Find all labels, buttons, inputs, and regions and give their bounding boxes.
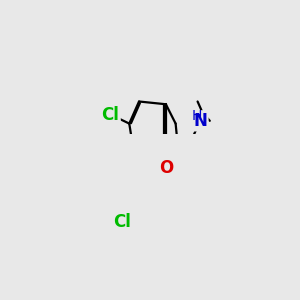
Text: Cl: Cl bbox=[113, 212, 131, 230]
Text: Cl: Cl bbox=[101, 106, 119, 124]
Text: O: O bbox=[159, 159, 173, 177]
Text: H: H bbox=[192, 109, 202, 123]
Text: N: N bbox=[193, 112, 207, 130]
